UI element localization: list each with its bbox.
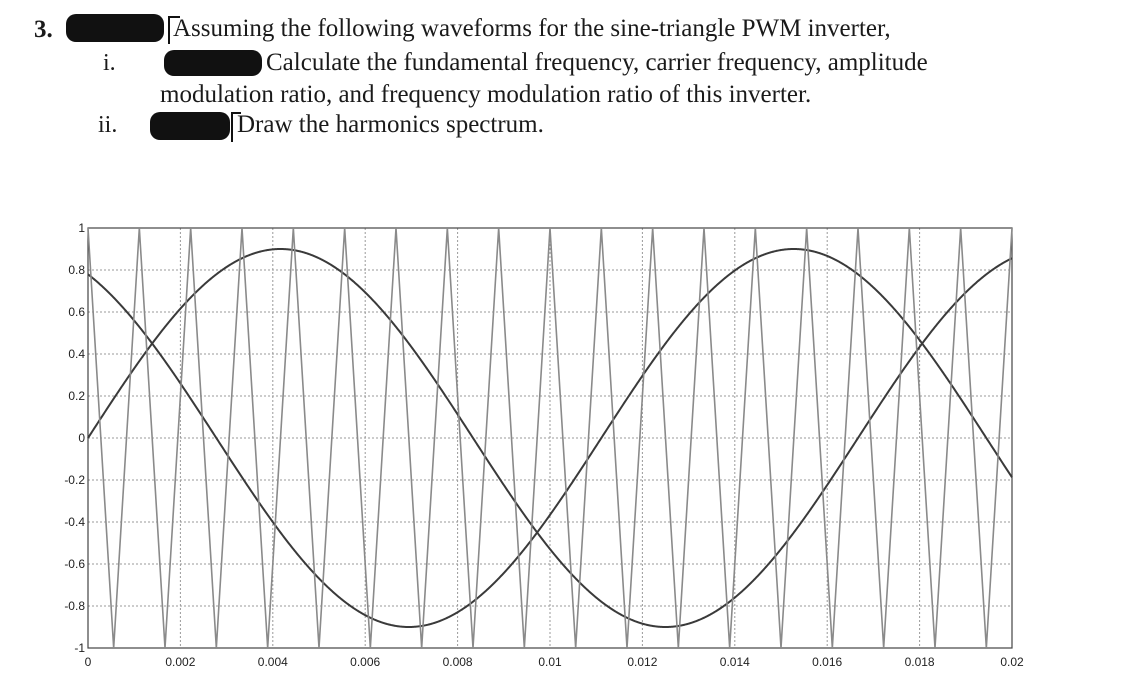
- y-tick-label: -0.8: [64, 599, 85, 613]
- triangle-carrier: [87, 227, 1013, 649]
- part-i-text-1: Calculate the fundamental frequency, car…: [266, 49, 928, 76]
- part-ii-box: [231, 112, 241, 142]
- y-tick-label: -0.2: [64, 473, 85, 487]
- x-tick-label: 0.006: [350, 655, 380, 669]
- x-tick-label: 0.012: [627, 655, 657, 669]
- part-ii-text: Draw the harmonics spectrum.: [237, 111, 544, 138]
- y-tick-label: 0.4: [68, 347, 85, 361]
- question-intro: Assuming the following waveforms for the…: [173, 15, 891, 42]
- redaction-1: [66, 14, 164, 42]
- part-ii-numeral: ii.: [98, 112, 118, 138]
- y-tick-label: -1: [74, 641, 85, 655]
- x-tick-label: 0.01: [538, 655, 562, 669]
- redaction-3: [150, 112, 230, 140]
- y-tick-label: 1: [78, 221, 85, 235]
- part-i-text-2: modulation ratio, and frequency modulati…: [160, 81, 812, 108]
- y-tick-label: 0: [78, 431, 85, 445]
- y-tick-label: 0.6: [68, 305, 85, 319]
- x-tick-label: 0.018: [905, 655, 935, 669]
- x-tick-label: 0.004: [258, 655, 288, 669]
- y-tick-label: -0.4: [64, 515, 85, 529]
- sine-wave-1: [87, 248, 1013, 628]
- redaction-2: [164, 50, 262, 76]
- x-tick-label: 0.016: [812, 655, 842, 669]
- y-tick-label: 0.2: [68, 389, 85, 403]
- intro-box: [168, 16, 180, 44]
- question-number: 3.: [34, 16, 53, 43]
- x-tick-label: 0.008: [443, 655, 473, 669]
- sine-wave-2: [87, 248, 1013, 628]
- y-tick-label: 0.8: [68, 263, 85, 277]
- y-tick-label: -0.6: [64, 557, 85, 571]
- x-tick-label: 0.02: [1000, 655, 1024, 669]
- part-i-numeral: i.: [103, 50, 116, 76]
- x-tick-label: 0: [85, 655, 92, 669]
- x-tick-label: 0.014: [720, 655, 750, 669]
- x-tick-label: 0.002: [165, 655, 195, 669]
